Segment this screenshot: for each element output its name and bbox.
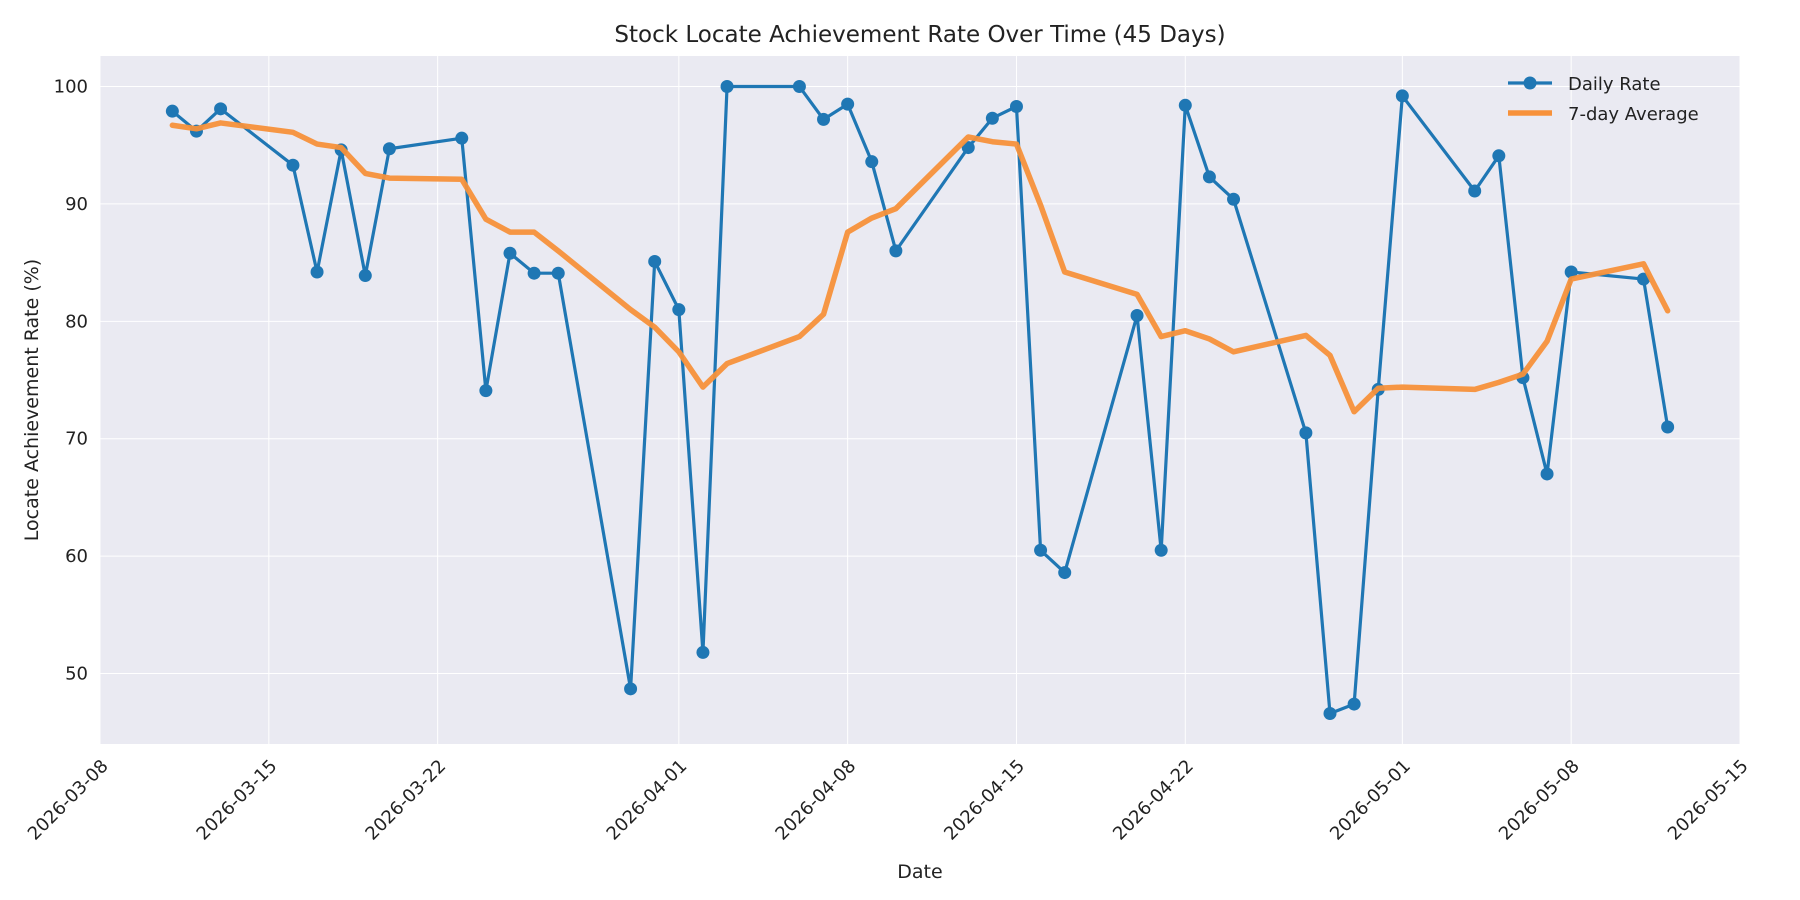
daily-rate-point <box>527 266 541 280</box>
legend-daily-label: Daily Rate <box>1568 74 1661 95</box>
y-tick-label: 100 <box>54 77 88 98</box>
daily-rate-point <box>817 112 831 126</box>
daily-rate-point <box>1058 566 1072 580</box>
daily-rate-point <box>1540 467 1554 481</box>
daily-rate-point <box>286 158 300 172</box>
daily-rate-point <box>1323 706 1337 720</box>
daily-rate-point <box>503 246 517 260</box>
daily-rate-point <box>1468 184 1482 198</box>
daily-rate-point <box>1178 98 1192 112</box>
legend-average-label: 7-day Average <box>1568 104 1699 125</box>
y-tick-label: 90 <box>65 194 88 215</box>
y-axis-ticks: 50 60 70 80 90 100 <box>54 77 88 685</box>
daily-rate-point <box>720 80 734 94</box>
x-tick-label: 2026-05-15 <box>1664 756 1753 845</box>
daily-rate-point <box>165 104 179 118</box>
daily-rate-point <box>865 155 879 169</box>
y-tick-label: 60 <box>65 546 88 567</box>
daily-rate-point <box>551 266 565 280</box>
daily-rate-point <box>1564 265 1578 279</box>
daily-rate-point <box>1299 426 1313 440</box>
daily-rate-point <box>961 141 975 155</box>
x-tick-label: 2026-03-22 <box>361 756 450 845</box>
daily-rate-point <box>214 102 228 116</box>
daily-rate-point <box>1227 192 1241 206</box>
y-tick-label: 80 <box>65 311 88 332</box>
x-tick-label: 2026-03-08 <box>24 756 113 845</box>
daily-rate-point <box>310 265 324 279</box>
daily-rate-point <box>696 645 710 659</box>
daily-rate-point <box>1661 420 1675 434</box>
daily-rate-point <box>479 384 493 398</box>
x-tick-label: 2026-03-15 <box>193 756 282 845</box>
x-tick-label: 2026-05-01 <box>1326 756 1415 845</box>
x-tick-label: 2026-04-22 <box>1109 756 1198 845</box>
daily-rate-point <box>672 303 686 317</box>
grid <box>99 56 1741 744</box>
legend-daily-marker <box>1523 76 1537 90</box>
daily-rate-point <box>985 111 999 125</box>
x-tick-label: 2026-04-08 <box>771 756 860 845</box>
plot-background <box>100 56 1740 744</box>
x-axis-ticks: 2026-03-08 2026-03-15 2026-03-22 2026-04-01… <box>24 756 1753 845</box>
x-tick-label: 2026-04-01 <box>603 756 692 845</box>
daily-rate-point <box>792 80 806 94</box>
series <box>165 80 1675 720</box>
daily-rate-point <box>1492 149 1506 163</box>
y-tick-label: 70 <box>65 429 88 450</box>
x-tick-label: 2026-05-08 <box>1495 756 1584 845</box>
daily-rate-point <box>889 244 903 258</box>
y-axis-label: Locate Achievement Rate (%) <box>21 259 43 541</box>
legend: Daily Rate 7-day Average <box>1508 74 1699 125</box>
x-tick-label: 2026-04-15 <box>940 756 1029 845</box>
daily-rate-point <box>358 269 372 283</box>
daily-rate-point <box>648 254 662 268</box>
daily-rate-point <box>1347 697 1361 711</box>
daily-rate-point <box>1202 170 1216 184</box>
daily-rate-point <box>455 131 469 145</box>
daily-rate-point <box>624 682 638 696</box>
daily-rate-point <box>1154 543 1168 557</box>
chart-title: Stock Locate Achievement Rate Over Time … <box>614 22 1225 48</box>
y-tick-label: 50 <box>65 664 88 685</box>
daily-rate-point <box>1130 308 1144 322</box>
daily-rate-point <box>1009 99 1023 113</box>
seven-day-average-line <box>169 120 1671 415</box>
daily-rate-point <box>1034 543 1048 557</box>
daily-rate-point <box>1395 89 1409 103</box>
daily-rate-point <box>841 97 855 111</box>
daily-rate-point <box>382 142 396 156</box>
x-axis-label: Date <box>897 861 942 883</box>
